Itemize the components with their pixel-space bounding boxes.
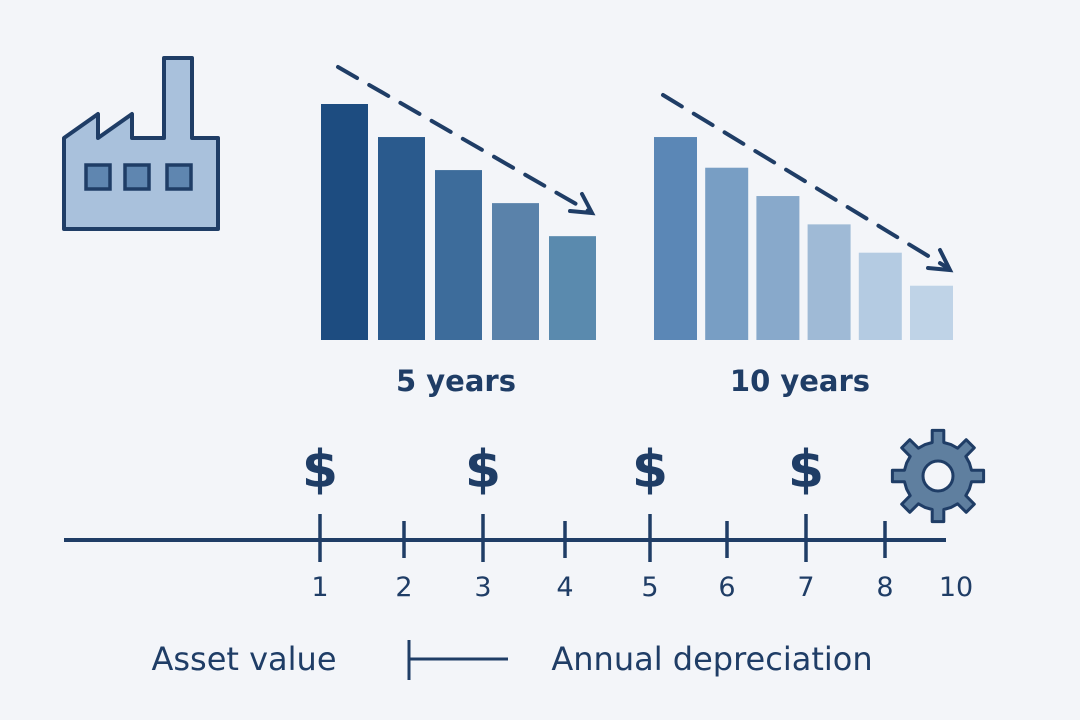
timeline-tick-label: 5 — [641, 572, 658, 603]
legend-bracket — [407, 640, 508, 680]
bar — [910, 285, 953, 340]
bar — [378, 137, 425, 340]
asset-value-label: Asset value — [151, 640, 336, 678]
chart-10-years — [654, 137, 953, 340]
annual-depreciation-label: Annual depreciation — [551, 640, 872, 678]
bar — [549, 236, 596, 340]
bar — [858, 252, 902, 340]
bar — [705, 167, 749, 340]
bar — [756, 196, 800, 340]
gear-icon — [890, 428, 986, 524]
timeline-tick-label: 3 — [474, 572, 491, 603]
dollar-icon: $ — [788, 440, 824, 500]
timeline-tick-label: 1 — [311, 572, 328, 603]
chart-5-years — [321, 104, 596, 340]
trend-arrow-icon — [336, 65, 596, 216]
timeline-tick-label: 10 — [939, 572, 973, 603]
timeline-tick-label: 2 — [395, 572, 412, 603]
timeline-tick-label: 7 — [797, 572, 814, 603]
timeline-tick-label: 6 — [718, 572, 735, 603]
dollar-icon: $ — [302, 440, 338, 500]
bar — [435, 170, 482, 340]
dollar-signs: $ $ $ $ — [302, 440, 824, 500]
bar — [321, 104, 368, 340]
bar — [654, 137, 697, 340]
trend-arrow-icon — [661, 93, 954, 273]
chart-title-5-years: 5 years — [396, 364, 516, 398]
timeline-tick-label: 8 — [876, 572, 893, 603]
timeline-tick-label: 4 — [556, 572, 573, 603]
bar — [492, 203, 539, 340]
chart-title-10-years: 10 years — [730, 364, 870, 398]
dollar-icon: $ — [465, 440, 501, 500]
timeline-ticks: 1 2 3 4 5 6 7 8 10 — [311, 514, 973, 603]
factory-icon — [62, 56, 220, 231]
dollar-icon: $ — [632, 440, 668, 500]
bar — [807, 224, 851, 340]
